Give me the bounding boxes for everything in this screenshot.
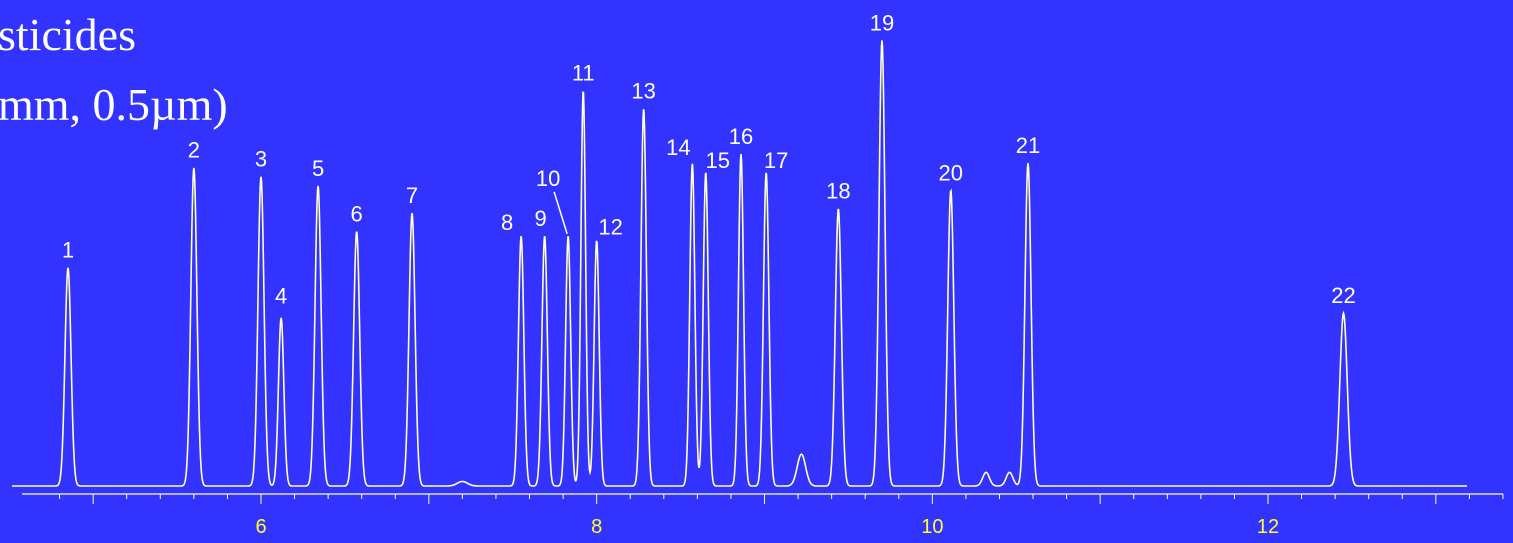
peak-label: 13 — [631, 78, 655, 103]
peak-label: 10 — [536, 166, 560, 191]
peak-label: 9 — [535, 206, 547, 231]
peak-label: 22 — [1331, 283, 1355, 308]
peak-label: 18 — [826, 179, 850, 204]
peak-label: 15 — [706, 148, 730, 173]
x-tick-label: 10 — [921, 516, 943, 538]
peak-label: 2 — [188, 138, 200, 163]
peak-label: 12 — [598, 214, 622, 239]
peak-label: 19 — [870, 10, 894, 35]
peak-label: 20 — [939, 160, 963, 185]
peak-label: 16 — [729, 124, 753, 149]
x-tick-label: 6 — [255, 516, 266, 538]
peak-label: 17 — [764, 148, 788, 173]
peak-label: 4 — [275, 284, 287, 309]
x-axis: 6 8 10 12 — [22, 493, 1504, 538]
title-line-2: mm, 0.5µm) — [0, 79, 228, 130]
peak-label: 21 — [1016, 133, 1040, 158]
peak-label: 1 — [62, 238, 74, 263]
x-tick-label: 12 — [1257, 516, 1279, 538]
peak-label: 6 — [351, 201, 363, 226]
peak-label: 8 — [501, 210, 513, 235]
x-tick-label: 8 — [591, 516, 602, 538]
peak-label: 7 — [406, 183, 418, 208]
chromatogram-trace — [12, 40, 1467, 487]
peak-label: 14 — [666, 135, 690, 160]
peak-10-leader-line — [553, 191, 568, 235]
peak-label: 11 — [572, 60, 595, 85]
title-line-1: sticides — [0, 9, 136, 60]
peak-label: 3 — [255, 147, 267, 172]
peak-label: 5 — [312, 156, 324, 181]
